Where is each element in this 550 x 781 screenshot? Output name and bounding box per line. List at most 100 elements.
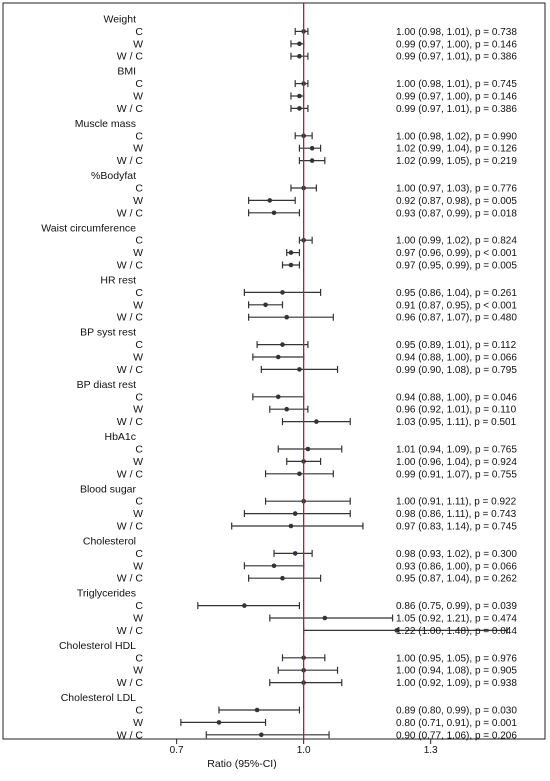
group-label: Cholesterol xyxy=(83,536,136,548)
estimate-text: 0.95 (0.86, 1.04), p = 0.261 xyxy=(396,288,517,299)
row-label: W / C xyxy=(117,312,144,324)
estimate-point xyxy=(297,53,302,59)
row-label: W / C xyxy=(117,364,144,376)
x-axis: 0.7 1.0 1.3 xyxy=(170,739,438,756)
row-label: W / C xyxy=(117,573,144,585)
row-label: W xyxy=(133,717,143,729)
estimate-text: 0.95 (0.89, 1.01), p = 0.112 xyxy=(396,340,517,351)
estimate-point xyxy=(322,615,328,621)
row-label: W xyxy=(133,143,143,155)
estimate-text: 0.91 (0.87, 0.95), p < 0.001 xyxy=(396,300,517,311)
group-label: HbA1c xyxy=(104,431,136,443)
estimate-point xyxy=(280,575,285,581)
group-label: Blood sugar xyxy=(80,483,137,495)
estimate-text: 1.00 (0.99, 1.02), p = 0.824 xyxy=(396,236,517,247)
estimate-text: 0.96 (0.92, 1.01), p = 0.110 xyxy=(396,405,517,416)
estimate-text: 1.00 (0.98, 1.01), p = 0.738 xyxy=(396,27,517,38)
row-label: W / C xyxy=(117,155,144,167)
estimate-text: 0.97 (0.96, 0.99), p < 0.001 xyxy=(396,248,517,259)
group-label: HR rest xyxy=(100,275,136,287)
row-label: W / C xyxy=(117,729,144,741)
group-label: Triglycerides xyxy=(77,588,136,600)
estimate-text: 0.99 (0.90, 1.08), p = 0.795 xyxy=(396,365,517,376)
estimate-point xyxy=(288,523,294,529)
estimate-point xyxy=(254,707,260,713)
estimate-point xyxy=(284,314,290,320)
row-label: W xyxy=(133,404,143,416)
estimate-text: 0.99 (0.97, 1.00), p = 0.146 xyxy=(396,92,517,103)
estimate-text: 1.00 (0.94, 1.08), p = 0.905 xyxy=(396,666,517,677)
row-label: W xyxy=(133,560,143,572)
row-label: C xyxy=(135,600,143,612)
estimate-text: 1.03 (0.95, 1.11), p = 0.501 xyxy=(396,417,517,428)
group-label: BMI xyxy=(117,66,136,78)
estimate-point xyxy=(263,302,268,308)
estimate-point xyxy=(309,158,315,163)
estimate-point xyxy=(314,419,319,424)
group-label: Waist circumference xyxy=(41,222,136,234)
row-label: W xyxy=(133,91,143,103)
estimate-text: 0.80 (0.71, 0.91), p = 0.001 xyxy=(396,718,517,729)
x-tick-label: 0.7 xyxy=(170,745,184,756)
row-label: C xyxy=(135,652,143,664)
row-label: W / C xyxy=(117,521,144,533)
group-label: %Bodyfat xyxy=(91,170,136,182)
estimate-text: 1.01 (0.94, 1.09), p = 0.765 xyxy=(396,445,517,456)
estimate-point xyxy=(284,406,290,412)
group-label: Cholesterol LDL xyxy=(61,692,136,704)
estimate-text: 1.00 (0.97, 1.03), p = 0.776 xyxy=(396,184,517,195)
estimate-text: 0.99 (0.97, 1.01), p = 0.386 xyxy=(396,52,517,63)
estimate-point xyxy=(267,198,273,203)
estimate-text: 0.93 (0.86, 1.00), p = 0.066 xyxy=(396,561,517,572)
row-label: C xyxy=(135,183,143,195)
estimate-text: 1.02 (0.99, 1.04), p = 0.126 xyxy=(396,144,517,155)
estimate-text: 0.86 (0.75, 0.99), p = 0.039 xyxy=(396,601,517,612)
row-label: W xyxy=(133,247,143,259)
row-label: C xyxy=(135,235,143,247)
estimate-text: 1.00 (0.98, 1.02), p = 0.990 xyxy=(396,131,517,142)
row-label: C xyxy=(135,705,143,717)
estimate-text: 0.93 (0.87, 0.99), p = 0.018 xyxy=(396,208,517,219)
estimate-point xyxy=(297,367,302,372)
row-label: W / C xyxy=(117,103,144,115)
estimate-text: 1.00 (0.98, 1.01), p = 0.745 xyxy=(396,79,517,90)
estimate-point xyxy=(271,563,277,569)
group-label: Muscle mass xyxy=(75,118,136,130)
row-label: C xyxy=(135,548,143,560)
estimate-text: 1.00 (0.95, 1.05), p = 0.976 xyxy=(396,653,517,664)
row-label: W / C xyxy=(117,51,144,63)
estimate-point xyxy=(280,342,285,347)
estimate-text: 0.92 (0.87, 0.98), p = 0.005 xyxy=(396,196,517,207)
estimate-point xyxy=(292,551,298,556)
row-label: W / C xyxy=(117,207,144,219)
group-label: BP diast rest xyxy=(77,379,136,391)
estimate-point xyxy=(216,720,222,725)
estimate-point xyxy=(305,446,311,452)
estimate-text: 1.02 (0.99, 1.05), p = 0.219 xyxy=(396,156,517,167)
estimate-text: 0.90 (0.77, 1.06), p = 0.206 xyxy=(396,730,517,741)
row-label: C xyxy=(135,78,143,90)
estimate-text: 0.98 (0.86, 1.11), p = 0.743 xyxy=(396,509,517,520)
row-label: W / C xyxy=(117,468,144,480)
row-label: W xyxy=(133,38,143,50)
estimate-point xyxy=(288,262,294,268)
group-label: Weight xyxy=(104,14,137,26)
estimate-point xyxy=(394,628,400,633)
estimate-text: 0.99 (0.97, 1.01), p = 0.386 xyxy=(396,104,517,115)
estimate-text: 1.05 (0.92, 1.21), p = 0.474 xyxy=(396,614,517,625)
row-label: W xyxy=(133,613,143,625)
estimate-point xyxy=(288,250,294,255)
estimate-point xyxy=(275,354,281,360)
estimate-point xyxy=(297,471,302,477)
estimate-point xyxy=(242,603,247,608)
row-label: C xyxy=(135,496,143,508)
estimate-text: 1.00 (0.96, 1.04), p = 0.924 xyxy=(396,457,517,468)
estimate-text: 0.99 (0.91, 1.07), p = 0.755 xyxy=(396,469,517,480)
row-label: C xyxy=(135,287,143,299)
group-label: Cholesterol HDL xyxy=(59,640,136,652)
row-label: W xyxy=(133,665,143,677)
row-label: C xyxy=(135,26,143,38)
estimate-point xyxy=(259,732,264,738)
